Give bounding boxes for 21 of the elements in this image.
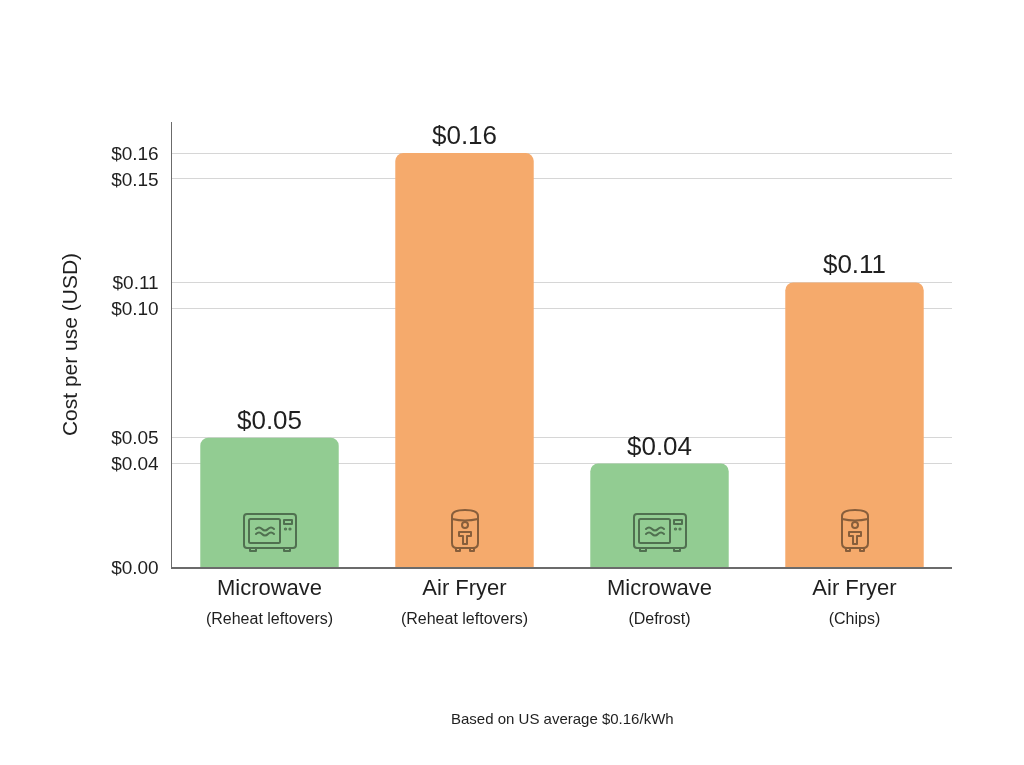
y-tick-label: $0.00: [111, 556, 159, 578]
data-label: $0.11: [822, 249, 887, 280]
bar: [785, 282, 924, 567]
data-label: $0.04: [626, 430, 693, 461]
y-tick-label: $0.11: [112, 272, 159, 294]
y-axis-title: Cost per use (USD): [57, 252, 81, 437]
y-tick-label: $0.04: [111, 453, 160, 475]
text: Based on US average $0.16/kWh: [451, 710, 674, 727]
x-tick-label: Air Fryer (Chips): [812, 574, 897, 627]
y-tick-label: $0.05: [111, 427, 159, 449]
y-tick-label: $0.10: [111, 297, 159, 319]
bar: [200, 437, 339, 567]
data-label: $0.16: [431, 120, 498, 151]
x-tick-label: Microwave (Reheat leftovers): [205, 574, 334, 627]
x-tick-label: Air Fryer (Reheat leftovers): [400, 574, 529, 627]
y-tick-label: $0.16: [111, 142, 159, 164]
bar: [395, 153, 534, 567]
x-tick-label: Microwave (Defrost): [606, 574, 713, 627]
bar: [590, 463, 729, 567]
data-label: $0.05: [236, 404, 303, 435]
y-tick-label: $0.15: [111, 168, 159, 190]
